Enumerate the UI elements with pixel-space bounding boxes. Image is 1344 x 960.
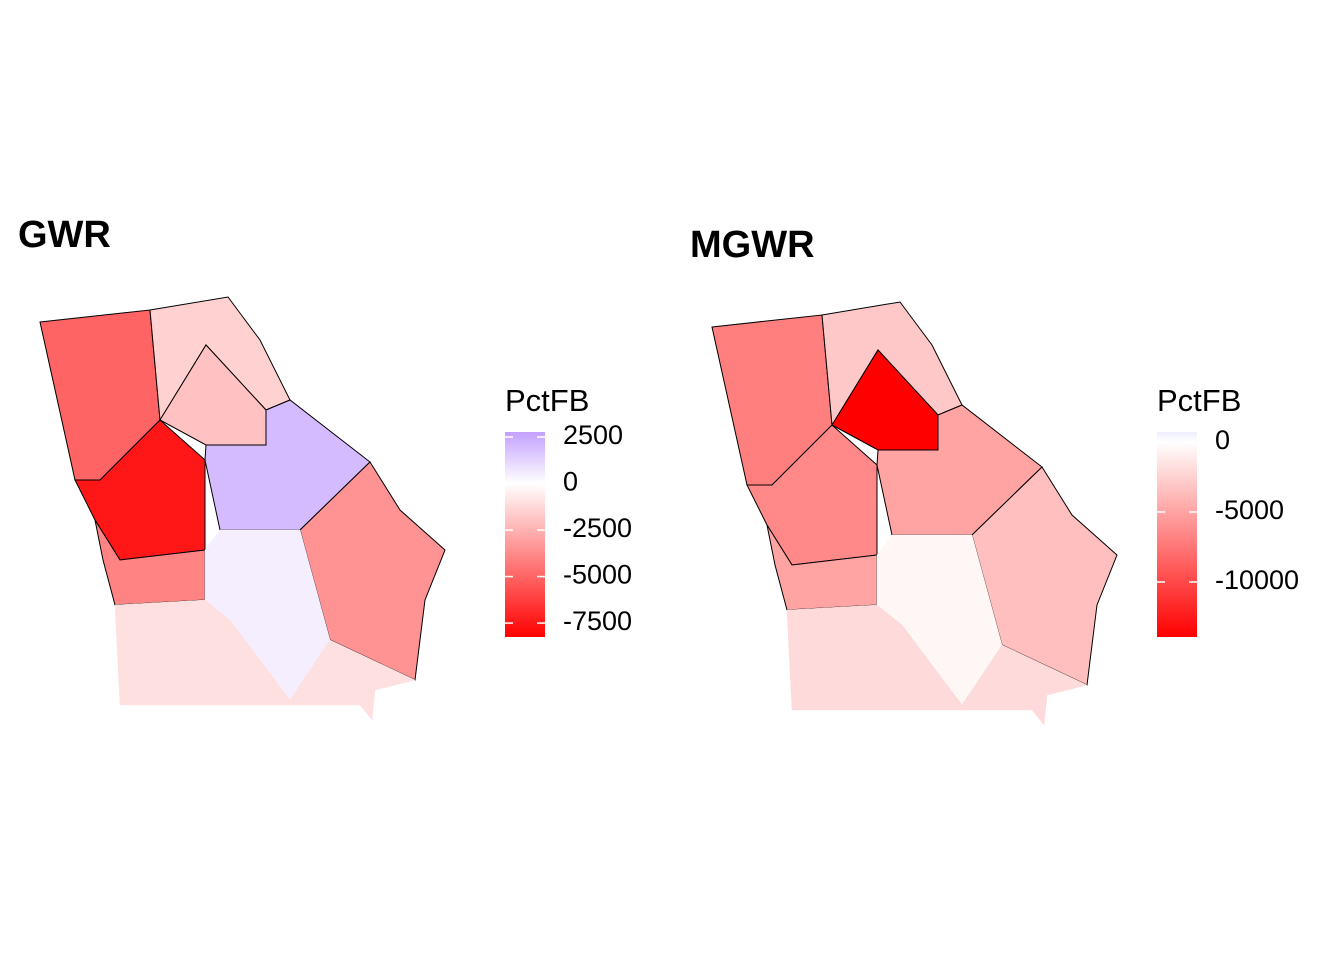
map (711, 301, 1118, 726)
legend-tick-label: -7500 (563, 606, 632, 636)
legend-tick-label: -5000 (563, 560, 632, 590)
legend-tick-label: -5000 (1215, 495, 1284, 525)
legend-title: PctFB (505, 383, 589, 418)
legend-tick-label: 2500 (563, 420, 623, 450)
legend-bar (1157, 432, 1197, 637)
legend-tick-label: 0 (563, 467, 578, 497)
legend-tick-label: -10000 (1215, 565, 1299, 595)
legend-tick-label: 0 (1215, 425, 1230, 455)
map (39, 296, 446, 721)
region (114, 599, 416, 721)
legend-tick-label: -2500 (563, 513, 632, 543)
map-title: GWR (18, 214, 111, 256)
region (786, 604, 1088, 726)
region (159, 344, 267, 446)
legend-title: PctFB (1157, 383, 1241, 418)
map-title: MGWR (690, 224, 815, 266)
region (831, 349, 939, 451)
legend-bar (505, 432, 545, 637)
